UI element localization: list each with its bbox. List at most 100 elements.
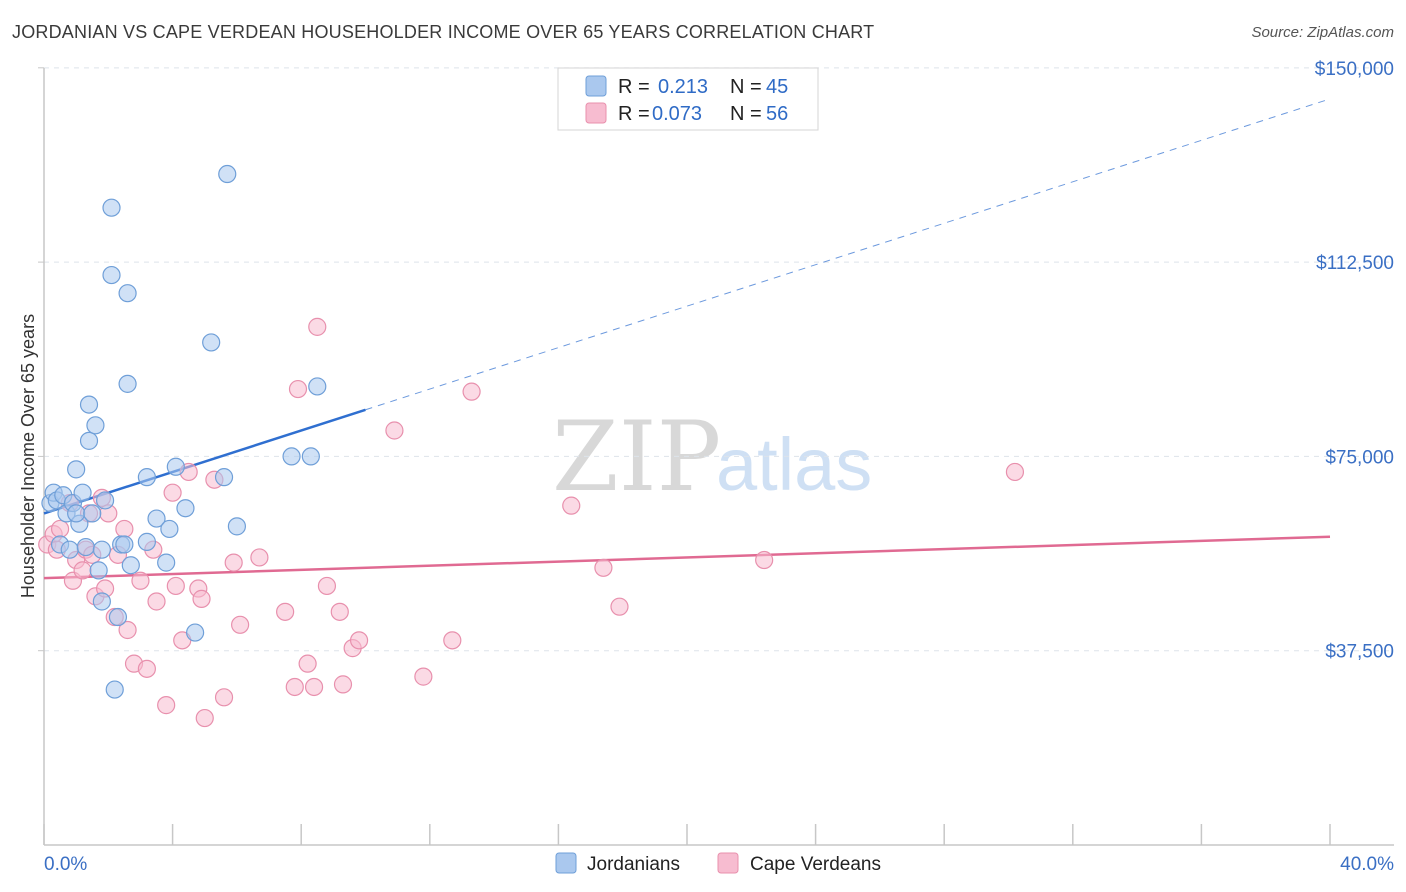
data-point-jordanian (67, 504, 86, 523)
y-tick-label: $75,000 (1325, 447, 1394, 468)
data-point-jordanian (166, 457, 185, 476)
x-tick-label-min: 0.0% (44, 854, 87, 875)
data-point-capeverdean (118, 620, 137, 640)
legend-swatch-capeverdeans (585, 102, 607, 124)
legend-n-label-jordanians: N = (730, 76, 762, 98)
data-point-capeverdean (73, 561, 92, 580)
legend-r-value-jordanians: 0.213 (658, 76, 708, 98)
data-point-capeverdean (304, 677, 324, 697)
data-point-jordanian (301, 447, 320, 466)
data-point-capeverdean (115, 519, 134, 539)
watermark-zip: ZIP (552, 401, 721, 513)
data-point-capeverdean (192, 589, 211, 608)
legend-r-label-jordanians: R = (618, 76, 650, 98)
data-point-capeverdean (276, 602, 295, 621)
data-point-jordanian (102, 198, 121, 217)
data-point-capeverdean (195, 708, 214, 728)
data-point-capeverdean (330, 602, 349, 621)
data-point-capeverdean (594, 558, 613, 577)
legend-r-label-capeverdeans: R = (618, 103, 650, 125)
data-point-jordanian (308, 377, 327, 396)
data-point-jordanian (108, 607, 128, 627)
data-point-jordanian (79, 431, 99, 450)
data-point-jordanian (118, 284, 137, 303)
data-point-jordanian (79, 395, 99, 414)
y-axis-tick-labels: $37,500 $75,000 $112,500 $150,000 (1315, 59, 1394, 663)
data-point-jordanian (282, 447, 301, 466)
y-tick-label: $150,000 (1315, 59, 1394, 80)
data-point-jordanian (92, 592, 111, 611)
chart-title: JORDANIAN VS CAPE VERDEAN HOUSEHOLDER IN… (12, 22, 875, 42)
trend-line-capeverdeans (43, 535, 1331, 580)
data-point-capeverdean (147, 592, 166, 611)
y-axis-label: Householder Income Over 65 years (18, 314, 38, 598)
legend-n-value-jordanians: 45 (766, 76, 788, 98)
series-legend-label-jordanians: Jordanians (587, 854, 680, 875)
data-point-jordanian (147, 509, 166, 528)
legend-n-value-capeverdeans: 56 (766, 103, 788, 125)
data-point-capeverdean (385, 421, 404, 440)
data-point-jordanian (76, 537, 95, 557)
data-point-jordanian (73, 483, 92, 502)
data-point-capeverdean (1005, 462, 1025, 482)
data-point-jordanian (218, 164, 237, 184)
data-point-jordanian (115, 535, 134, 554)
data-point-jordanian (157, 553, 176, 572)
data-point-capeverdean (562, 496, 581, 515)
data-point-jordanian (60, 540, 79, 559)
data-point-capeverdean (231, 615, 250, 634)
trend-line-jordanians-extrapolated (365, 98, 1331, 411)
data-point-jordanian (160, 519, 179, 539)
watermark: ZIP atlas (552, 401, 872, 513)
data-point-jordanian (186, 623, 205, 642)
data-point-jordanian (214, 468, 234, 487)
series-legend-swatch-capeverdeans (717, 852, 739, 874)
data-point-capeverdean (157, 696, 176, 715)
y-tick-label: $112,500 (1316, 253, 1394, 274)
data-point-jordanian (102, 265, 121, 285)
data-point-capeverdean (610, 597, 629, 616)
data-point-jordanian (92, 540, 111, 559)
data-point-jordanian (105, 680, 124, 699)
series-legend-label-capeverdeans: Cape Verdeans (750, 854, 881, 875)
data-points (38, 164, 1025, 728)
x-axis-ticks (43, 824, 1331, 845)
data-point-jordanian (227, 517, 246, 536)
data-point-jordanian (89, 561, 108, 580)
data-point-capeverdean (214, 688, 234, 707)
data-point-capeverdean (317, 576, 337, 596)
data-point-jordanian (67, 460, 86, 479)
data-point-capeverdean (285, 677, 304, 697)
series-legend-swatch-jordanians (555, 852, 577, 874)
data-point-capeverdean (166, 576, 185, 596)
legend-r-value-capeverdeans: 0.073 (652, 103, 702, 125)
data-point-capeverdean (131, 571, 150, 590)
x-tick-label-max: 40.0% (1340, 854, 1394, 875)
data-point-capeverdean (298, 654, 317, 673)
series-legend: Jordanians Cape Verdeans (555, 852, 881, 875)
watermark-atlas: atlas (716, 423, 872, 506)
data-point-jordanian (121, 556, 140, 575)
data-point-capeverdean (308, 317, 327, 336)
data-point-jordanian (176, 499, 195, 518)
legend-n-label-capeverdeans: N = (730, 103, 762, 125)
legend-swatch-jordanians (585, 75, 607, 97)
data-point-capeverdean (224, 553, 243, 572)
data-point-capeverdean (755, 550, 774, 570)
data-point-capeverdean (137, 659, 156, 678)
data-point-capeverdean (462, 382, 481, 401)
y-tick-label: $37,500 (1325, 642, 1394, 663)
data-point-jordanian (83, 504, 102, 523)
data-point-capeverdean (414, 667, 433, 686)
data-point-jordanian (137, 468, 156, 487)
data-point-jordanian (202, 333, 221, 352)
data-point-capeverdean (163, 483, 182, 502)
data-point-capeverdean (349, 631, 369, 650)
data-point-capeverdean (443, 631, 462, 650)
data-point-jordanian (118, 374, 137, 393)
stats-legend: R = 0.213 N = 45 R = 0.073 N = 56 (557, 67, 819, 131)
data-point-jordanian (86, 416, 105, 435)
data-point-capeverdean (250, 548, 269, 567)
data-point-capeverdean (333, 675, 353, 694)
